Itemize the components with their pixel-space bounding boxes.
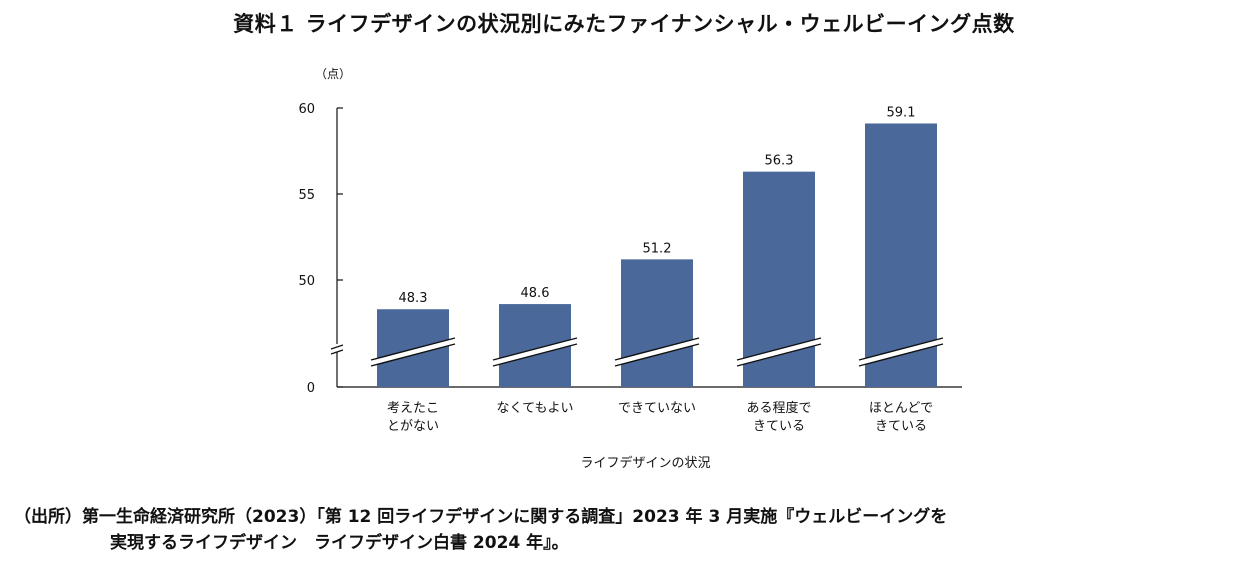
x-tick-label: 考えたこ bbox=[387, 401, 439, 416]
bar-break-line bbox=[614, 337, 700, 361]
data-label: 51.2 bbox=[643, 241, 672, 256]
data-label: 48.3 bbox=[399, 291, 428, 306]
x-tick-label: きている bbox=[753, 419, 805, 434]
y-axis-label: （点） bbox=[315, 67, 351, 81]
y-tick-label: 60 bbox=[298, 102, 315, 117]
bar-break-line bbox=[858, 343, 944, 367]
x-tick-label: ほとんどで bbox=[869, 401, 933, 416]
x-tick-label: なくてもよい bbox=[497, 401, 574, 416]
data-label: 56.3 bbox=[765, 154, 794, 169]
bar-break-band bbox=[493, 338, 577, 366]
y-tick-label: 55 bbox=[298, 188, 315, 203]
bar-break-band bbox=[615, 338, 699, 366]
x-tick-label: とがない bbox=[387, 419, 439, 434]
bar-break-band bbox=[737, 338, 821, 366]
bar-break-band bbox=[859, 338, 943, 366]
x-axis-label: ライフデザインの状況 bbox=[580, 455, 710, 471]
bar-break-line bbox=[858, 337, 944, 361]
y-axis-break-mark bbox=[330, 349, 344, 355]
source-note: （出所）第一生命経済研究所（2023）「第 12 回ライフデザインに関する調査」… bbox=[14, 504, 947, 556]
x-tick-label: できていない bbox=[618, 401, 696, 416]
x-tick-label: ある程度で bbox=[746, 400, 811, 416]
bar-break-line bbox=[492, 343, 578, 367]
data-label: 48.6 bbox=[521, 286, 550, 301]
x-tick-label: きている bbox=[875, 419, 927, 434]
bar-break-band bbox=[371, 338, 455, 366]
data-label: 59.1 bbox=[887, 105, 916, 120]
source-line-2: 実現するライフデザイン ライフデザイン白書 2024 年』。 bbox=[110, 533, 569, 553]
source-line-1: （出所）第一生命経済研究所（2023）「第 12 回ライフデザインに関する調査」… bbox=[14, 507, 948, 527]
bar bbox=[621, 259, 693, 387]
bar-break-line bbox=[370, 337, 456, 361]
y-tick-label: 50 bbox=[298, 274, 315, 289]
bar-break-line bbox=[614, 343, 700, 367]
y-tick-label: 0 bbox=[307, 381, 315, 396]
bar-break-line bbox=[736, 337, 822, 361]
y-axis-break-gap bbox=[329, 344, 345, 352]
bar-break-line bbox=[736, 343, 822, 367]
y-axis-break-mark bbox=[330, 344, 344, 350]
bar-break-line bbox=[370, 343, 456, 367]
chart-title: 資料１ ライフデザインの状況別にみたファイナンシャル・ウェルビーイング点数 bbox=[233, 12, 1015, 36]
bar-break-line bbox=[492, 337, 578, 361]
